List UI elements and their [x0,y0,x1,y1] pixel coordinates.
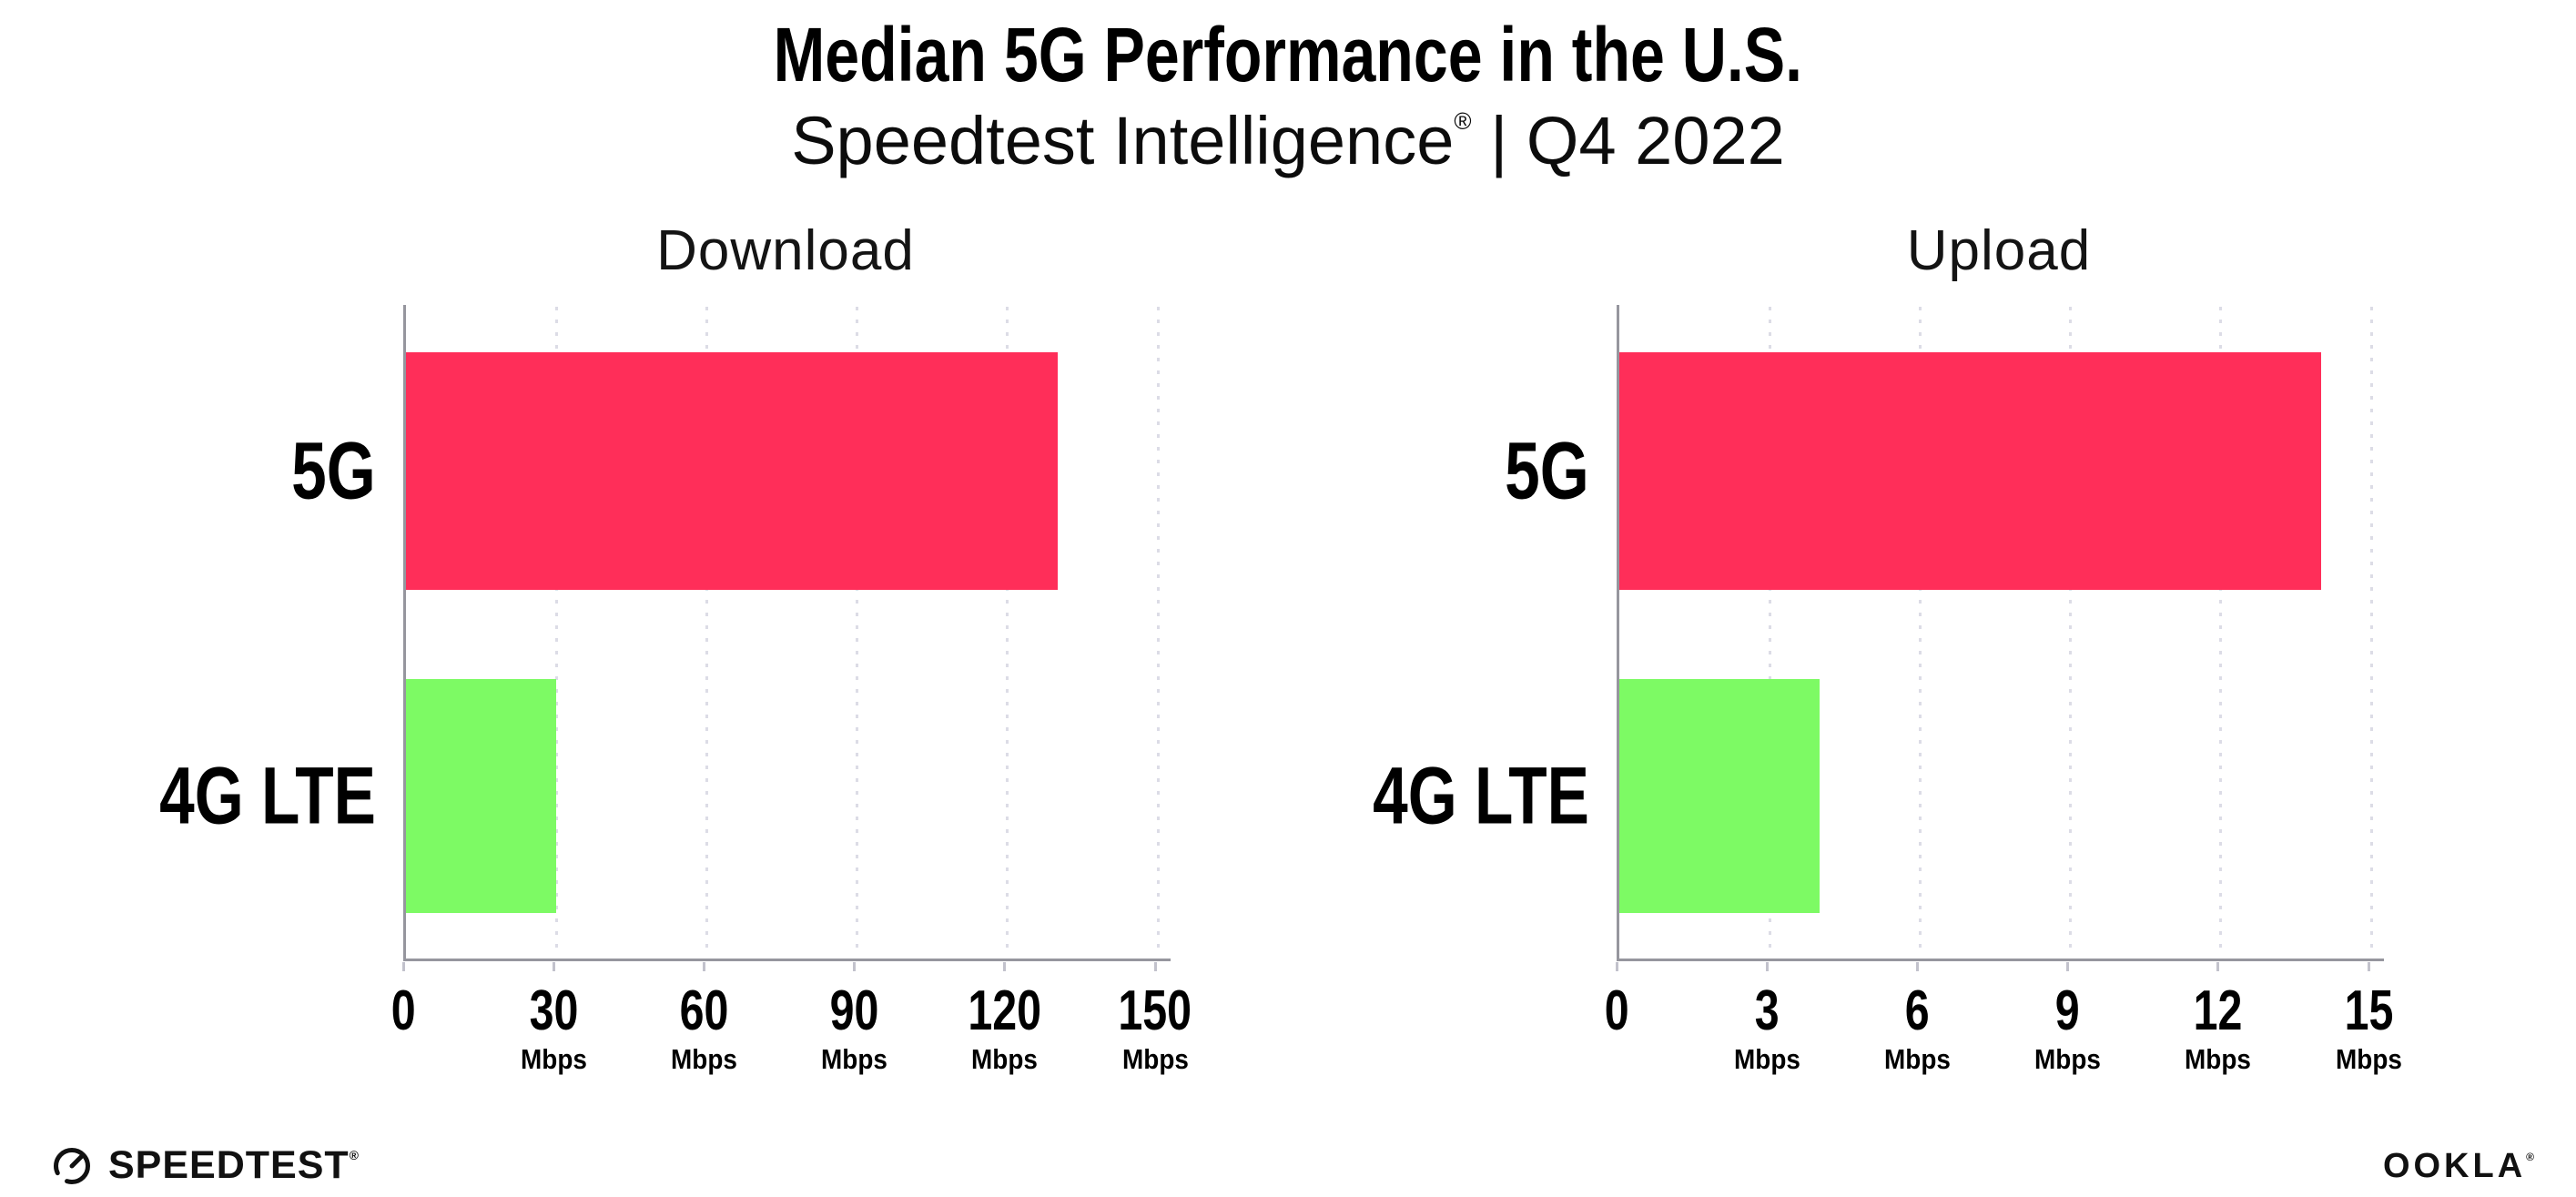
x-tick-value: 150 [1118,979,1192,1042]
axis-tick-mark [1003,962,1007,971]
x-tick-unit: Mbps [670,1043,737,1076]
4g-lte-upload-bar [1619,679,1820,913]
4g-lte-download-bar [406,679,557,913]
subtitle-brand: Speedtest Intelligence [791,103,1455,178]
x-tick-value: 3 [1754,979,1780,1042]
5g-download-bar [406,352,1058,590]
x-tick-label-6: 6 Mbps [1849,981,1985,1075]
x-tick-unit: Mbps [1883,1043,1951,1076]
x-tick-value: 9 [2055,979,2081,1042]
x-tick-unit: Mbps [2185,1043,2252,1076]
x-tick-unit: Mbps [2034,1043,2102,1076]
x-tick-unit: Mbps [971,1043,1039,1076]
category-label-5g: 5G [291,424,376,516]
registered-mark-icon: ® [1454,107,1472,135]
x-tick-label-15: 15 Mbps [2300,981,2437,1075]
speedtest-gauge-icon [54,1148,90,1184]
axis-tick-mark [2367,962,2370,971]
gridline-60-mbps [705,307,708,957]
x-tick-label-9: 9 Mbps [2000,981,2136,1075]
x-tick-unit: Mbps [2335,1043,2402,1076]
axis-tick-mark [853,962,857,971]
category-label-5g: 5G [1505,424,1589,516]
x-tick-label-12: 12 Mbps [2150,981,2287,1075]
5g-upload-bar [1619,352,2321,590]
x-tick-value: 30 [529,979,579,1042]
axis-tick-mark [1765,962,1769,971]
x-tick-label-90: 90 Mbps [786,981,923,1075]
x-tick-label-0: 0 [335,981,472,1040]
x-tick-label-60: 60 Mbps [635,981,772,1075]
x-tick-value: 0 [390,979,416,1042]
download-plot-area [403,305,1171,961]
gridline-6-mbps [1918,307,1922,957]
x-tick-label-30: 30 Mbps [485,981,622,1075]
page-subtitle: Speedtest Intelligence® | Q4 2022 [0,102,2576,179]
x-tick-label-0: 0 [1548,981,1685,1040]
category-label-4g-lte: 4G LTE [1373,749,1589,841]
upload-chart-title-text: Upload [1906,219,2092,282]
gridline-150-mbps [1156,307,1160,957]
upload-chart: Upload 0 3 Mbps 6 Mbps 9 Mbps 12 Mbps 15 Mbps 5G 4G … [1289,218,2463,1138]
x-tick-value: 120 [968,979,1042,1042]
x-tick-value: 12 [2193,979,2243,1042]
ookla-logo: OOKLA® [2383,1149,2534,1183]
x-tick-label-3: 3 Mbps [1699,981,1835,1075]
axis-tick-mark [1615,962,1618,971]
x-tick-value: 90 [829,979,879,1042]
axis-tick-mark [702,962,705,971]
axis-tick-mark [2066,962,2070,971]
speedtest-registered-mark-icon: ® [349,1147,359,1162]
x-tick-value: 0 [1604,979,1629,1042]
gridline-9-mbps [2069,307,2073,957]
x-tick-label-120: 120 Mbps [937,981,1073,1075]
page-title-text: Median 5G Performance in the U.S. [773,12,1803,97]
subtitle-period: | Q4 2022 [1490,103,1785,178]
axis-tick-mark [2216,962,2220,971]
axis-tick-mark [552,962,555,971]
x-tick-unit: Mbps [821,1043,888,1076]
axis-tick-mark [401,962,405,971]
x-tick-unit: Mbps [1121,1043,1189,1076]
upload-chart-title: Upload [1617,218,2381,283]
ookla-registered-mark-icon: ® [2526,1151,2534,1163]
upload-plot-area [1617,305,2384,961]
gridline-15-mbps [2369,307,2373,957]
x-tick-unit: Mbps [520,1043,587,1076]
speedtest-wordmark: SPEEDTEST® [108,1142,359,1187]
ookla-wordmark-text: OOKLA [2382,1147,2527,1185]
download-chart: Download 0 30 Mbps 60 Mbps 90 Mbps 120 Mbps 150 Mb… [76,218,1250,1138]
speedtest-wordmark-text: SPEEDTEST [108,1142,350,1187]
gridline-120-mbps [1006,307,1009,957]
gridline-3-mbps [1768,307,1771,957]
x-tick-value: 60 [679,979,729,1042]
gridline-30-mbps [554,307,558,957]
x-tick-value: 6 [1904,979,1930,1042]
gridline-90-mbps [856,307,859,957]
page-title: Median 5G Performance in the U.S. [0,15,2576,95]
x-tick-unit: Mbps [1733,1043,1800,1076]
gridline-12-mbps [2219,307,2223,957]
category-label-4g-lte: 4G LTE [159,749,376,841]
x-tick-value: 15 [2344,979,2393,1042]
x-tick-label-150: 150 Mbps [1087,981,1223,1075]
speedtest-logo: SPEEDTEST® [50,1140,359,1191]
axis-tick-mark [1915,962,1919,971]
axis-tick-mark [1153,962,1157,971]
download-chart-title-text: Download [656,219,915,282]
download-chart-title: Download [403,218,1168,283]
